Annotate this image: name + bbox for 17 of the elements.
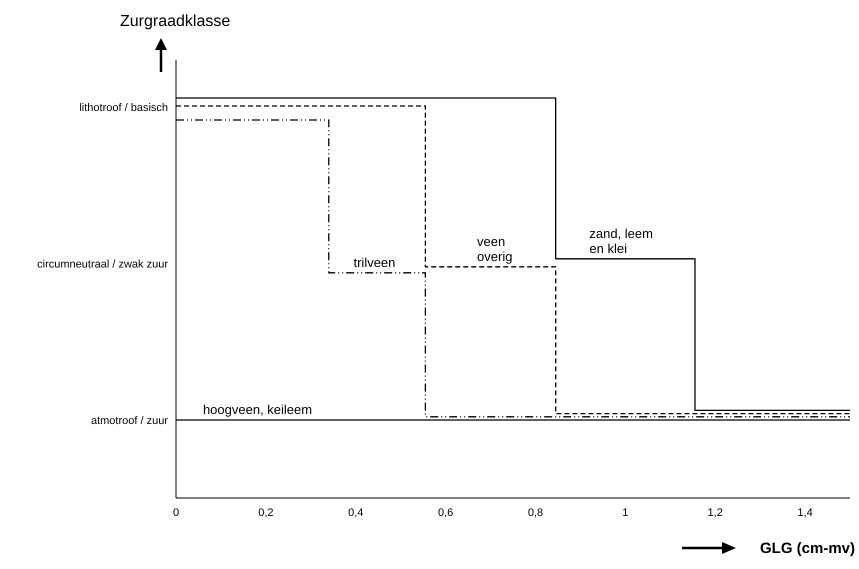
x-tick-label: 0,8	[528, 507, 544, 519]
category-label: circumneutraal / zwak zuur	[37, 258, 168, 270]
category-label: atmotroof / zuur	[90, 414, 168, 427]
x-tick-label: 0,6	[438, 507, 454, 519]
x-tick-label: 0	[172, 507, 180, 519]
category-label: lithotroof / basisch	[79, 102, 168, 114]
x-tick-label: 1,4	[797, 507, 813, 519]
annotation: zand, leem en klei	[589, 226, 653, 256]
x-tick-label: 0,4	[348, 507, 364, 519]
y-axis-title: Zurgraadklasse	[120, 13, 230, 30]
x-axis-title: GLG (cm-mv)	[760, 540, 856, 557]
x-tick-label: 1,2	[708, 507, 723, 519]
x-tick-label: 0,2	[258, 507, 274, 519]
x-tick-label: 1	[622, 507, 628, 519]
annotation: veen overig	[477, 234, 512, 264]
annotation: hoogveen, keileem	[202, 402, 312, 417]
annotation: trilveen	[353, 254, 396, 270]
